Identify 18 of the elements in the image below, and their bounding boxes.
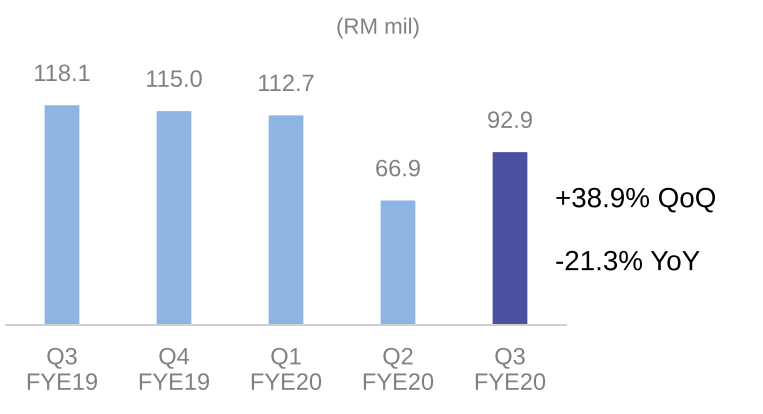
- data-label: 115.0: [147, 70, 202, 87]
- bar: [44, 105, 80, 325]
- data-label: 92.9: [488, 111, 532, 128]
- annotation: -21.3% YoY: [556, 250, 700, 270]
- bar: [156, 111, 192, 325]
- annotation: +38.9% QoQ: [556, 188, 716, 212]
- x-tick-label: Q3 FYE20: [476, 348, 546, 390]
- x-tick-label: Q3 FYE19: [28, 348, 97, 390]
- x-tick-label: Q1 FYE20: [252, 348, 322, 390]
- bar: [268, 115, 304, 325]
- data-label: 112.7: [259, 74, 314, 92]
- chart-title: (RM mil): [337, 18, 419, 38]
- data-label: 66.9: [376, 160, 420, 176]
- bar: [380, 200, 416, 325]
- x-tick-label: Q2 FYE20: [364, 348, 434, 390]
- data-label: 118.1: [35, 64, 90, 82]
- x-tick-label: Q4 FYE19: [140, 348, 209, 390]
- bar: [492, 152, 528, 325]
